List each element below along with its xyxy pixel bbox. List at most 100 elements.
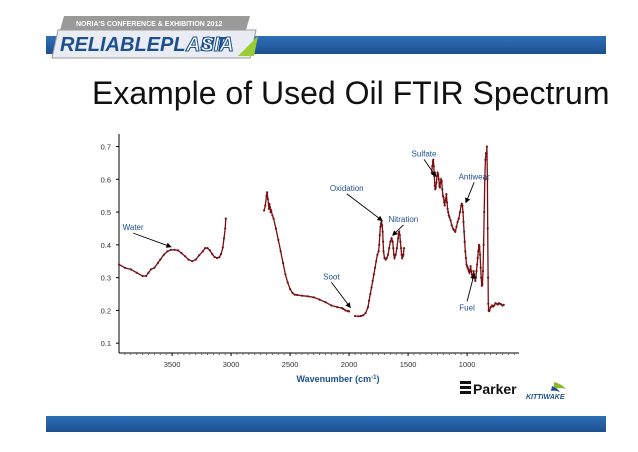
spectrum-point: [481, 283, 484, 286]
spectrum-point: [388, 247, 391, 250]
spectrum-point: [441, 188, 444, 191]
spectrum-point: [284, 273, 287, 276]
spectrum-point: [300, 294, 303, 297]
spectrum-point: [382, 240, 385, 243]
spectrum-point: [215, 256, 218, 260]
spectrum-point: [370, 286, 373, 289]
spectrum-point: [443, 201, 446, 204]
spectrum-point: [377, 250, 380, 253]
chart-annotations: Water Oxidation Sulfate Antiwear Nitration So…: [123, 149, 490, 312]
spectrum-point: [486, 227, 489, 230]
spectrum-point: [451, 227, 454, 230]
spectrum-point: [357, 315, 360, 318]
spectrum-point: [271, 214, 274, 217]
spectrum-point: [397, 237, 400, 240]
spectrum-point: [380, 220, 383, 223]
spectrum-point: [312, 296, 315, 299]
spectrum-point: [204, 247, 207, 250]
spectrum-point: [211, 252, 214, 256]
annotation-oxidation: Oxidation: [330, 184, 364, 193]
spectrum-point: [486, 178, 489, 181]
spectrum-point: [482, 243, 485, 246]
spectrum-point: [369, 292, 372, 296]
spectrum-point: [306, 295, 309, 298]
spectrum-point: [330, 304, 333, 307]
spectrum-line-segment: [263, 192, 350, 313]
spectrum-point: [479, 253, 482, 256]
spectrum-point: [435, 174, 439, 178]
parker-logo-text: Parker: [473, 381, 517, 397]
spectrum-point: [392, 247, 395, 250]
spectrum-point: [265, 194, 268, 197]
spectrum-point: [384, 258, 387, 261]
spectrum-point: [224, 227, 227, 230]
y-tick-label: 0.6: [101, 175, 111, 184]
spectrum-point: [381, 230, 384, 233]
spectrum-point: [449, 219, 452, 222]
spectrum-point: [476, 256, 479, 260]
spectrum-point: [401, 256, 404, 260]
spectrum-point: [457, 217, 460, 220]
spectrum-point: [442, 196, 445, 199]
annotation-arrow: [331, 281, 351, 309]
annotation-arrow: [392, 224, 404, 236]
x-tick-label: 2500: [282, 360, 299, 369]
x-tick-label: 2000: [341, 360, 358, 369]
spectrum-point: [437, 178, 440, 181]
spectrum-point: [279, 250, 282, 253]
spectrum-point: [362, 314, 365, 317]
x-tick-label: 3500: [164, 360, 181, 369]
spectrum-point: [281, 261, 285, 264]
spectrum-point: [389, 240, 392, 243]
spectrum-point: [461, 211, 465, 214]
banner-line1: NORIA'S CONFERENCE & EXHIBITION 2012: [76, 21, 222, 28]
spectrum-point: [469, 265, 472, 268]
spectrum-point: [379, 225, 382, 228]
spectrum-point: [447, 211, 450, 214]
spectrum-point: [267, 207, 270, 210]
spectrum-point: [123, 266, 126, 269]
spectrum-point: [470, 270, 473, 273]
y-tick-label: 0.4: [101, 241, 111, 250]
spectrum-point: [390, 237, 393, 240]
spectrum-point: [481, 270, 485, 273]
spectrum-point: [166, 250, 169, 253]
spectrum-point: [194, 258, 197, 261]
y-tick-label: 0.3: [101, 274, 111, 283]
spectrum-point: [433, 184, 436, 187]
spectrum-point: [464, 256, 467, 260]
spectrum-point: [434, 188, 437, 191]
chart-axes: 0.1 0.2 0.3 0.4 0.5 0.6 0.7 3500 3000 2500 2000 150…: [101, 134, 519, 369]
spectrum-point: [221, 246, 224, 249]
x-tick-label: 3000: [223, 360, 240, 369]
y-tick-label: 0.5: [101, 208, 111, 217]
spectrum-point: [392, 253, 395, 256]
spectrum-point: [375, 260, 378, 263]
spectrum-point: [378, 243, 381, 246]
spectrum-point: [318, 298, 321, 301]
spectrum-point: [270, 209, 273, 212]
spectrum-point: [445, 201, 449, 204]
spectrum-point: [381, 224, 384, 227]
spectrum-point: [456, 220, 459, 223]
spectrum-point: [487, 276, 490, 279]
annotation-arrow: [133, 232, 172, 248]
kittiwake-bird-icon: [554, 382, 566, 389]
banner-word-asia: ASIA: [185, 34, 234, 56]
y-tick-label: 0.7: [101, 143, 111, 152]
spectrum-point: [453, 229, 456, 232]
spectrum-point: [296, 293, 299, 297]
spectrum-point: [272, 217, 275, 220]
y-tick-label: 0.1: [101, 339, 111, 348]
spectrum-point: [169, 248, 172, 251]
spectrum-point: [472, 270, 475, 273]
spectrum-point: [398, 233, 401, 237]
spectrum-point: [324, 301, 327, 304]
spectrum-point: [344, 309, 347, 312]
spectrum-point: [135, 271, 138, 274]
spectrum-point: [198, 254, 201, 257]
spectrum-line-segment: [354, 219, 405, 317]
spectrum-point: [206, 247, 209, 250]
spectrum-point: [474, 276, 477, 279]
spectrum-point: [372, 273, 375, 276]
